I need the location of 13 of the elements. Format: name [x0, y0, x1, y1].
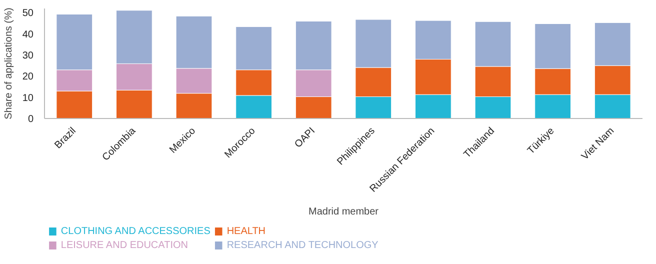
y-tick-label: 50 — [22, 8, 34, 20]
y-tick-label: 20 — [22, 72, 34, 83]
y-tick-label: 10 — [22, 92, 34, 104]
legend-label: LEISURE AND EDUCATION — [60, 240, 188, 251]
y-tick-label: 40 — [22, 29, 34, 40]
legend-label: HEALTH — [226, 226, 266, 237]
legend-label: RESEARCH AND TECHNOLOGY — [226, 240, 379, 251]
y-tick-label: 30 — [22, 50, 34, 62]
x-axis-title: Madrid member — [308, 206, 380, 218]
legend-label: CLOTHING AND ACCESSORIES — [60, 226, 211, 237]
y-axis-title: Share of applications (%) — [3, 8, 14, 120]
y-tick-label: 0 — [28, 114, 34, 125]
x-tick-label: Viet Nam — [580, 126, 616, 162]
